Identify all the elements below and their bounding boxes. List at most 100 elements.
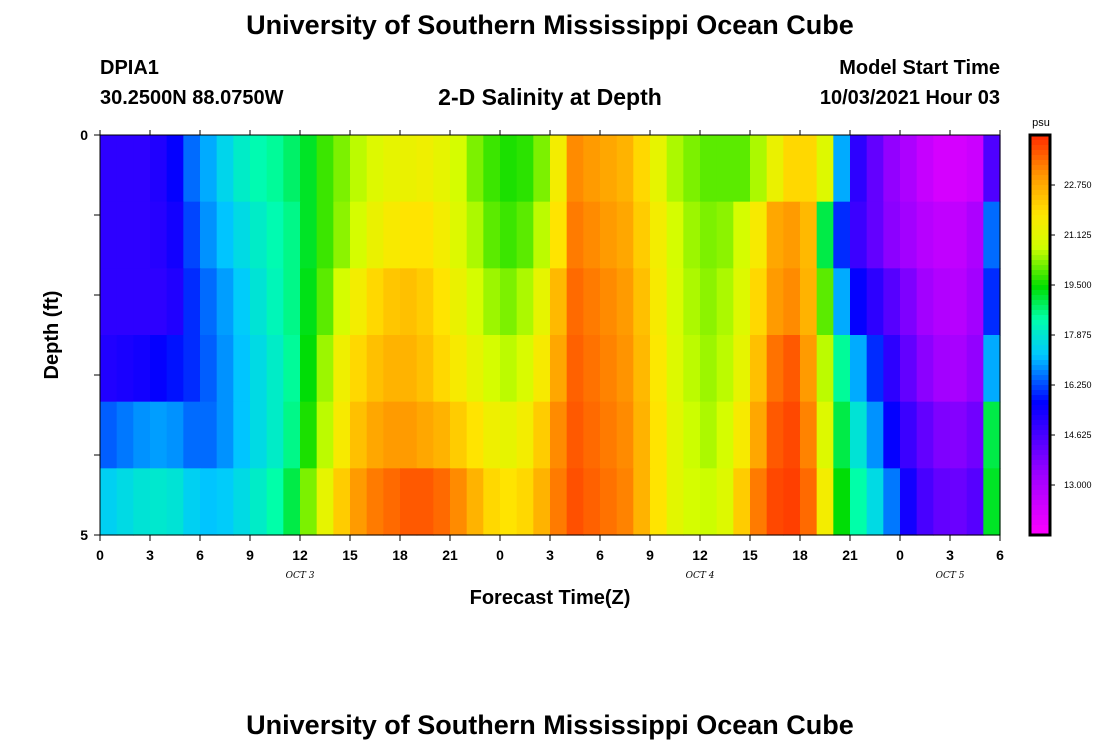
heatmap-cell <box>766 401 784 469</box>
heatmap-cell <box>166 335 184 403</box>
heatmap-cell <box>400 468 418 536</box>
chart-title: 2-D Salinity at Depth <box>438 84 662 110</box>
heatmap-cell <box>683 401 701 469</box>
x-tick-label: 0 <box>896 547 904 563</box>
colorbar-segment <box>1030 505 1050 511</box>
heatmap-cell <box>483 201 501 269</box>
heatmap-cell <box>700 335 718 403</box>
heatmap-cell <box>400 401 418 469</box>
heatmap-cell <box>816 135 834 203</box>
heatmap-cell <box>433 135 451 203</box>
x-tick-label: 6 <box>596 547 604 563</box>
colorbar-segment <box>1030 190 1050 196</box>
heatmap-cell <box>600 201 618 269</box>
heatmap-cell <box>566 401 584 469</box>
colorbar-segment <box>1030 195 1050 201</box>
heatmap-cell <box>316 268 334 336</box>
x-tick-label: 21 <box>842 547 858 563</box>
colorbar-segment <box>1030 355 1050 361</box>
heatmap-cell <box>950 201 968 269</box>
heatmap-cell <box>333 201 351 269</box>
x-tick-label: 6 <box>996 547 1004 563</box>
heatmap-cell <box>750 335 768 403</box>
colorbar-segment <box>1030 275 1050 281</box>
colorbar-segment <box>1030 420 1050 426</box>
heatmap-cell <box>783 201 801 269</box>
heatmap-cell <box>783 135 801 203</box>
heatmap-cell <box>550 401 568 469</box>
heatmap-cell <box>500 401 518 469</box>
heatmap-cell <box>266 201 284 269</box>
colorbar-segment <box>1030 235 1050 241</box>
model-start-label: Model Start Time <box>839 57 1000 79</box>
colorbar-segment <box>1030 390 1050 396</box>
heatmap-cell <box>466 401 484 469</box>
heatmap-cell <box>650 201 668 269</box>
heatmap-cell <box>333 268 351 336</box>
colorbar-segment <box>1030 510 1050 516</box>
heatmap-cell <box>666 268 684 336</box>
heatmap-cell <box>450 468 468 536</box>
heatmap-cell <box>116 268 134 336</box>
heatmap-cell <box>466 268 484 336</box>
heatmap-cell <box>216 335 234 403</box>
colorbar-segment <box>1030 255 1050 261</box>
colorbar-segment <box>1030 330 1050 336</box>
heatmap-cell <box>766 268 784 336</box>
heatmap-cell <box>466 468 484 536</box>
heatmap-cell <box>533 135 551 203</box>
heatmap-cell <box>650 401 668 469</box>
x-tick-label: 15 <box>742 547 758 563</box>
heatmap-cell <box>983 468 1001 536</box>
heatmap-cell <box>433 268 451 336</box>
heatmap-cell <box>700 401 718 469</box>
colorbar-segment <box>1030 360 1050 366</box>
heatmap-cell <box>183 468 201 536</box>
heatmap-cell <box>266 268 284 336</box>
x-tick-label: 9 <box>246 547 254 563</box>
heatmap-cell <box>350 401 368 469</box>
x-tick-label: 0 <box>496 547 504 563</box>
heatmap-cell <box>616 201 634 269</box>
heatmap-cell <box>383 201 401 269</box>
heatmap-cell <box>650 468 668 536</box>
heatmap-cell <box>466 335 484 403</box>
heatmap-cell <box>566 135 584 203</box>
heatmap-cell <box>483 135 501 203</box>
y-tick-label: 5 <box>80 527 88 543</box>
heatmap-cell <box>316 335 334 403</box>
heatmap-cell <box>200 201 218 269</box>
colorbar-tick-label: 14.625 <box>1064 430 1092 440</box>
heatmap-cell <box>416 268 434 336</box>
heatmap-cell <box>600 268 618 336</box>
heatmap-cell <box>250 201 268 269</box>
heatmap-cell <box>350 468 368 536</box>
heatmap-cell <box>250 268 268 336</box>
heatmap-cell <box>950 335 968 403</box>
station-id: DPIA1 <box>100 57 159 79</box>
heatmap-cell <box>950 468 968 536</box>
heatmap-cell <box>766 135 784 203</box>
heatmap-cell <box>233 135 251 203</box>
heatmap-cell <box>666 135 684 203</box>
heatmap-cell <box>583 268 601 336</box>
colorbar-segment <box>1030 180 1050 186</box>
heatmap-cell <box>450 135 468 203</box>
heatmap-cell <box>100 468 118 536</box>
heatmap-cell <box>150 401 168 469</box>
y-tick-label: 0 <box>80 127 88 143</box>
heatmap-cell <box>833 268 851 336</box>
colorbar-segment <box>1030 495 1050 501</box>
heatmap-cell <box>350 201 368 269</box>
colorbar-segment <box>1030 230 1050 236</box>
heatmap-cell <box>533 335 551 403</box>
heatmap-cell <box>450 401 468 469</box>
colorbar-segment <box>1030 530 1050 536</box>
colorbar-segment <box>1030 470 1050 476</box>
heatmap-cell <box>216 468 234 536</box>
heatmap-cell <box>250 401 268 469</box>
colorbar-segment <box>1030 465 1050 471</box>
heatmap-cell <box>800 401 818 469</box>
x-tick-label: 9 <box>646 547 654 563</box>
